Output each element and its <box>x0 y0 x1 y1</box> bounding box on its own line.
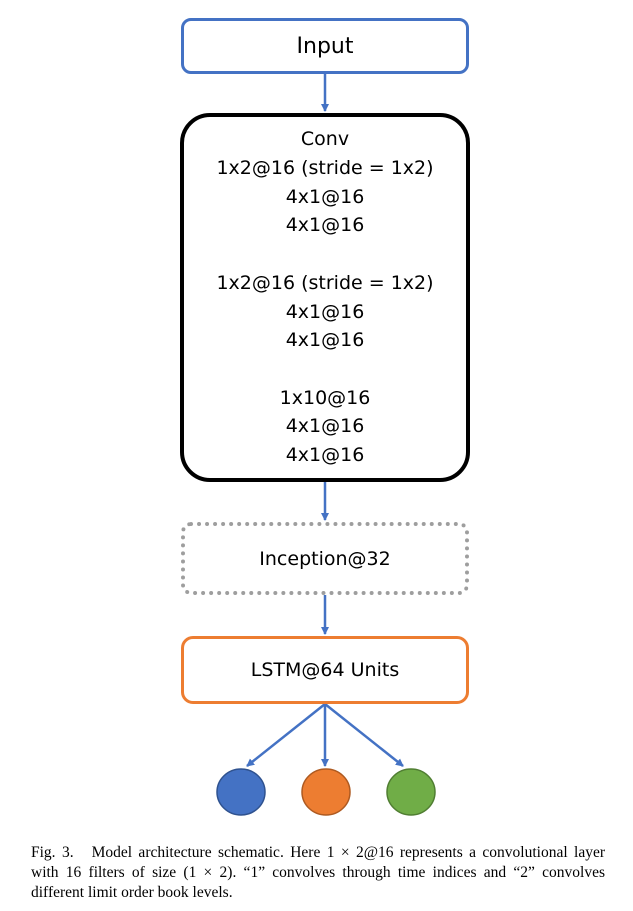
conv-line: 1x10@16 <box>279 386 371 409</box>
conv-line: 4x1@16 <box>285 185 365 208</box>
inception-node: Inception@32 <box>181 522 469 595</box>
caption-text: Model architecture schematic. Here 1 × 2… <box>31 844 605 901</box>
arrow-lstm-to-output-3 <box>324 703 404 767</box>
conv-line: 4x1@16 <box>285 444 365 466</box>
conv-line: 4x1@16 <box>285 300 365 323</box>
conv-line: 4x1@16 <box>285 415 365 438</box>
output-node-1 <box>216 768 266 816</box>
input-node: Input <box>181 18 469 74</box>
lstm-node: LSTM@64 Units <box>181 636 469 704</box>
conv-line: 1x2@16 (stride = 1x2) <box>216 157 434 179</box>
figure-caption: Fig. 3. Model architecture schematic. Her… <box>31 843 605 903</box>
output-node-2 <box>301 768 351 816</box>
conv-line: Conv <box>300 128 350 151</box>
conv-line: 4x1@16 <box>285 329 365 352</box>
input-node-label: Input <box>296 33 354 59</box>
lstm-node-label: LSTM@64 Units <box>250 659 400 681</box>
conv-line: 4x1@16 <box>285 214 365 237</box>
conv-node: Conv 1x2@16 (stride = 1x2) 4x1@16 4x1@16… <box>180 113 470 482</box>
output-node-3 <box>386 768 436 816</box>
caption-label: Fig. 3. <box>31 844 74 861</box>
arrow-lstm-to-output-1 <box>246 703 326 767</box>
inception-node-label: Inception@32 <box>259 547 391 570</box>
conv-line: 1x2@16 (stride = 1x2) <box>216 271 434 294</box>
